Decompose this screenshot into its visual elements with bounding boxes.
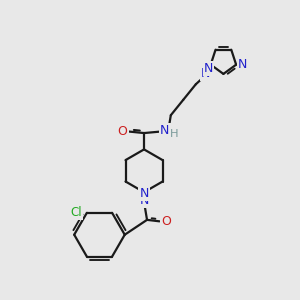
- Text: N: N: [204, 62, 213, 75]
- Text: N: N: [140, 194, 149, 207]
- Text: N: N: [238, 58, 247, 71]
- Text: O: O: [161, 215, 171, 228]
- Text: O: O: [118, 125, 128, 138]
- Text: N: N: [140, 187, 149, 200]
- Text: H: H: [169, 129, 178, 139]
- Text: N: N: [201, 68, 210, 80]
- Text: Cl: Cl: [70, 206, 82, 219]
- Text: N: N: [160, 124, 170, 137]
